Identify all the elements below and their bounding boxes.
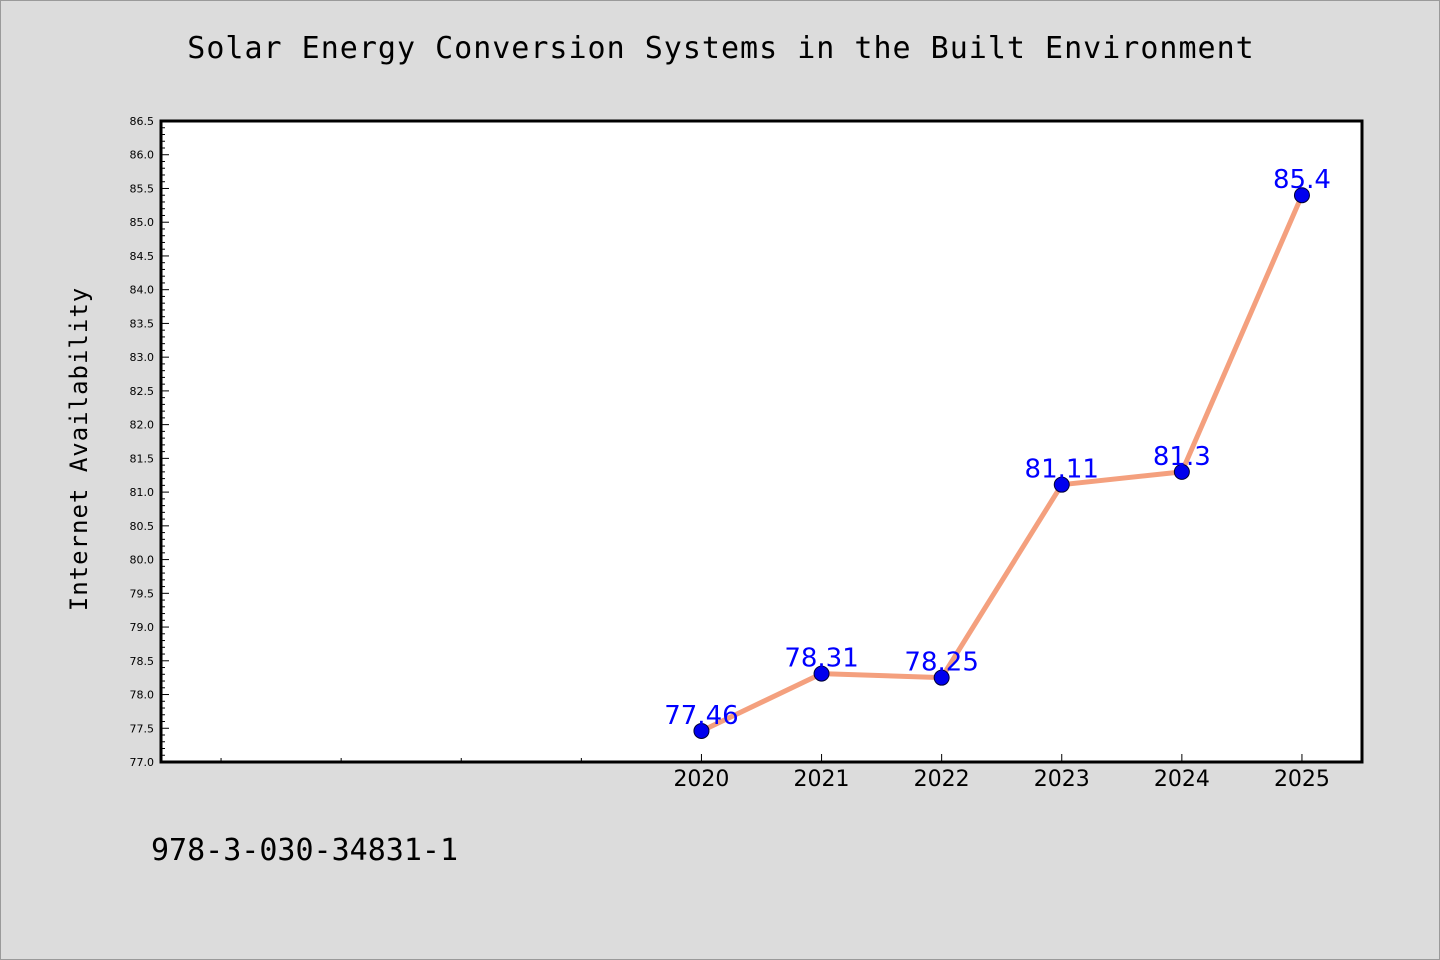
x-tick-label: 2021 xyxy=(794,767,850,792)
y-tick-label: 86.0 xyxy=(130,149,155,162)
x-axis-ticks: 2020 2021 2022 2023 2024 2025 xyxy=(220,754,1330,792)
data-point xyxy=(1053,476,1070,493)
y-tick-label: 78.0 xyxy=(130,689,155,702)
series-group: 77.46 78.31 78.25 81.11 81.3 85.4 xyxy=(664,165,1331,739)
x-tick-label: 2025 xyxy=(1274,767,1330,792)
y-tick-label: 84.0 xyxy=(130,284,155,297)
data-label: 85.4 xyxy=(1273,165,1331,195)
x-tick-label: 2022 xyxy=(914,767,970,792)
data-label: 77.46 xyxy=(664,701,738,731)
plot-frame xyxy=(159,119,1364,764)
y-tick-label: 82.5 xyxy=(130,385,155,398)
y-tick-label: 80.5 xyxy=(130,520,155,533)
y-tick-label: 79.5 xyxy=(130,587,155,600)
y-tick-label: 77.5 xyxy=(130,722,155,735)
x-tick-label: 2023 xyxy=(1034,767,1090,792)
data-point xyxy=(933,669,950,686)
plot-area xyxy=(161,121,1362,762)
series-line xyxy=(698,192,1305,734)
y-tick-label: 85.0 xyxy=(130,216,155,229)
data-point xyxy=(1173,463,1190,480)
y-tick-label: 81.0 xyxy=(130,486,155,499)
y-tick-label: 79.0 xyxy=(130,621,155,634)
data-point xyxy=(813,665,830,682)
footer-identifier: 978-3-030-34831-1 xyxy=(151,833,459,868)
data-label: 81.3 xyxy=(1153,442,1211,472)
data-label: 78.25 xyxy=(904,648,978,678)
data-label: 81.11 xyxy=(1025,455,1099,485)
y-tick-label: 85.5 xyxy=(130,182,155,195)
data-label: 78.31 xyxy=(784,644,858,674)
y-tick-label: 83.5 xyxy=(130,317,155,330)
y-tick-label: 77.0 xyxy=(130,756,155,769)
y-tick-label: 78.5 xyxy=(130,655,155,668)
data-point xyxy=(693,722,710,739)
chart-title: Solar Energy Conversion Systems in the B… xyxy=(187,31,1255,66)
y-tick-label: 86.5 xyxy=(130,115,155,128)
data-point xyxy=(1293,187,1310,204)
y-tick-label: 81.5 xyxy=(130,452,155,465)
y-axis-label: Internet Availability xyxy=(65,287,93,611)
x-tick-label: 2024 xyxy=(1154,767,1210,792)
y-tick-label: 84.5 xyxy=(130,250,155,263)
y-tick-label: 82.0 xyxy=(130,419,155,432)
y-axis-ticks: 77.0 77.5 78.0 78.5 79.0 79.5 80.0 80.5 81.0 81.5… xyxy=(130,115,169,769)
y-tick-label: 80.0 xyxy=(130,554,155,567)
y-tick-label: 83.0 xyxy=(130,351,155,364)
x-tick-label: 2020 xyxy=(673,767,729,792)
